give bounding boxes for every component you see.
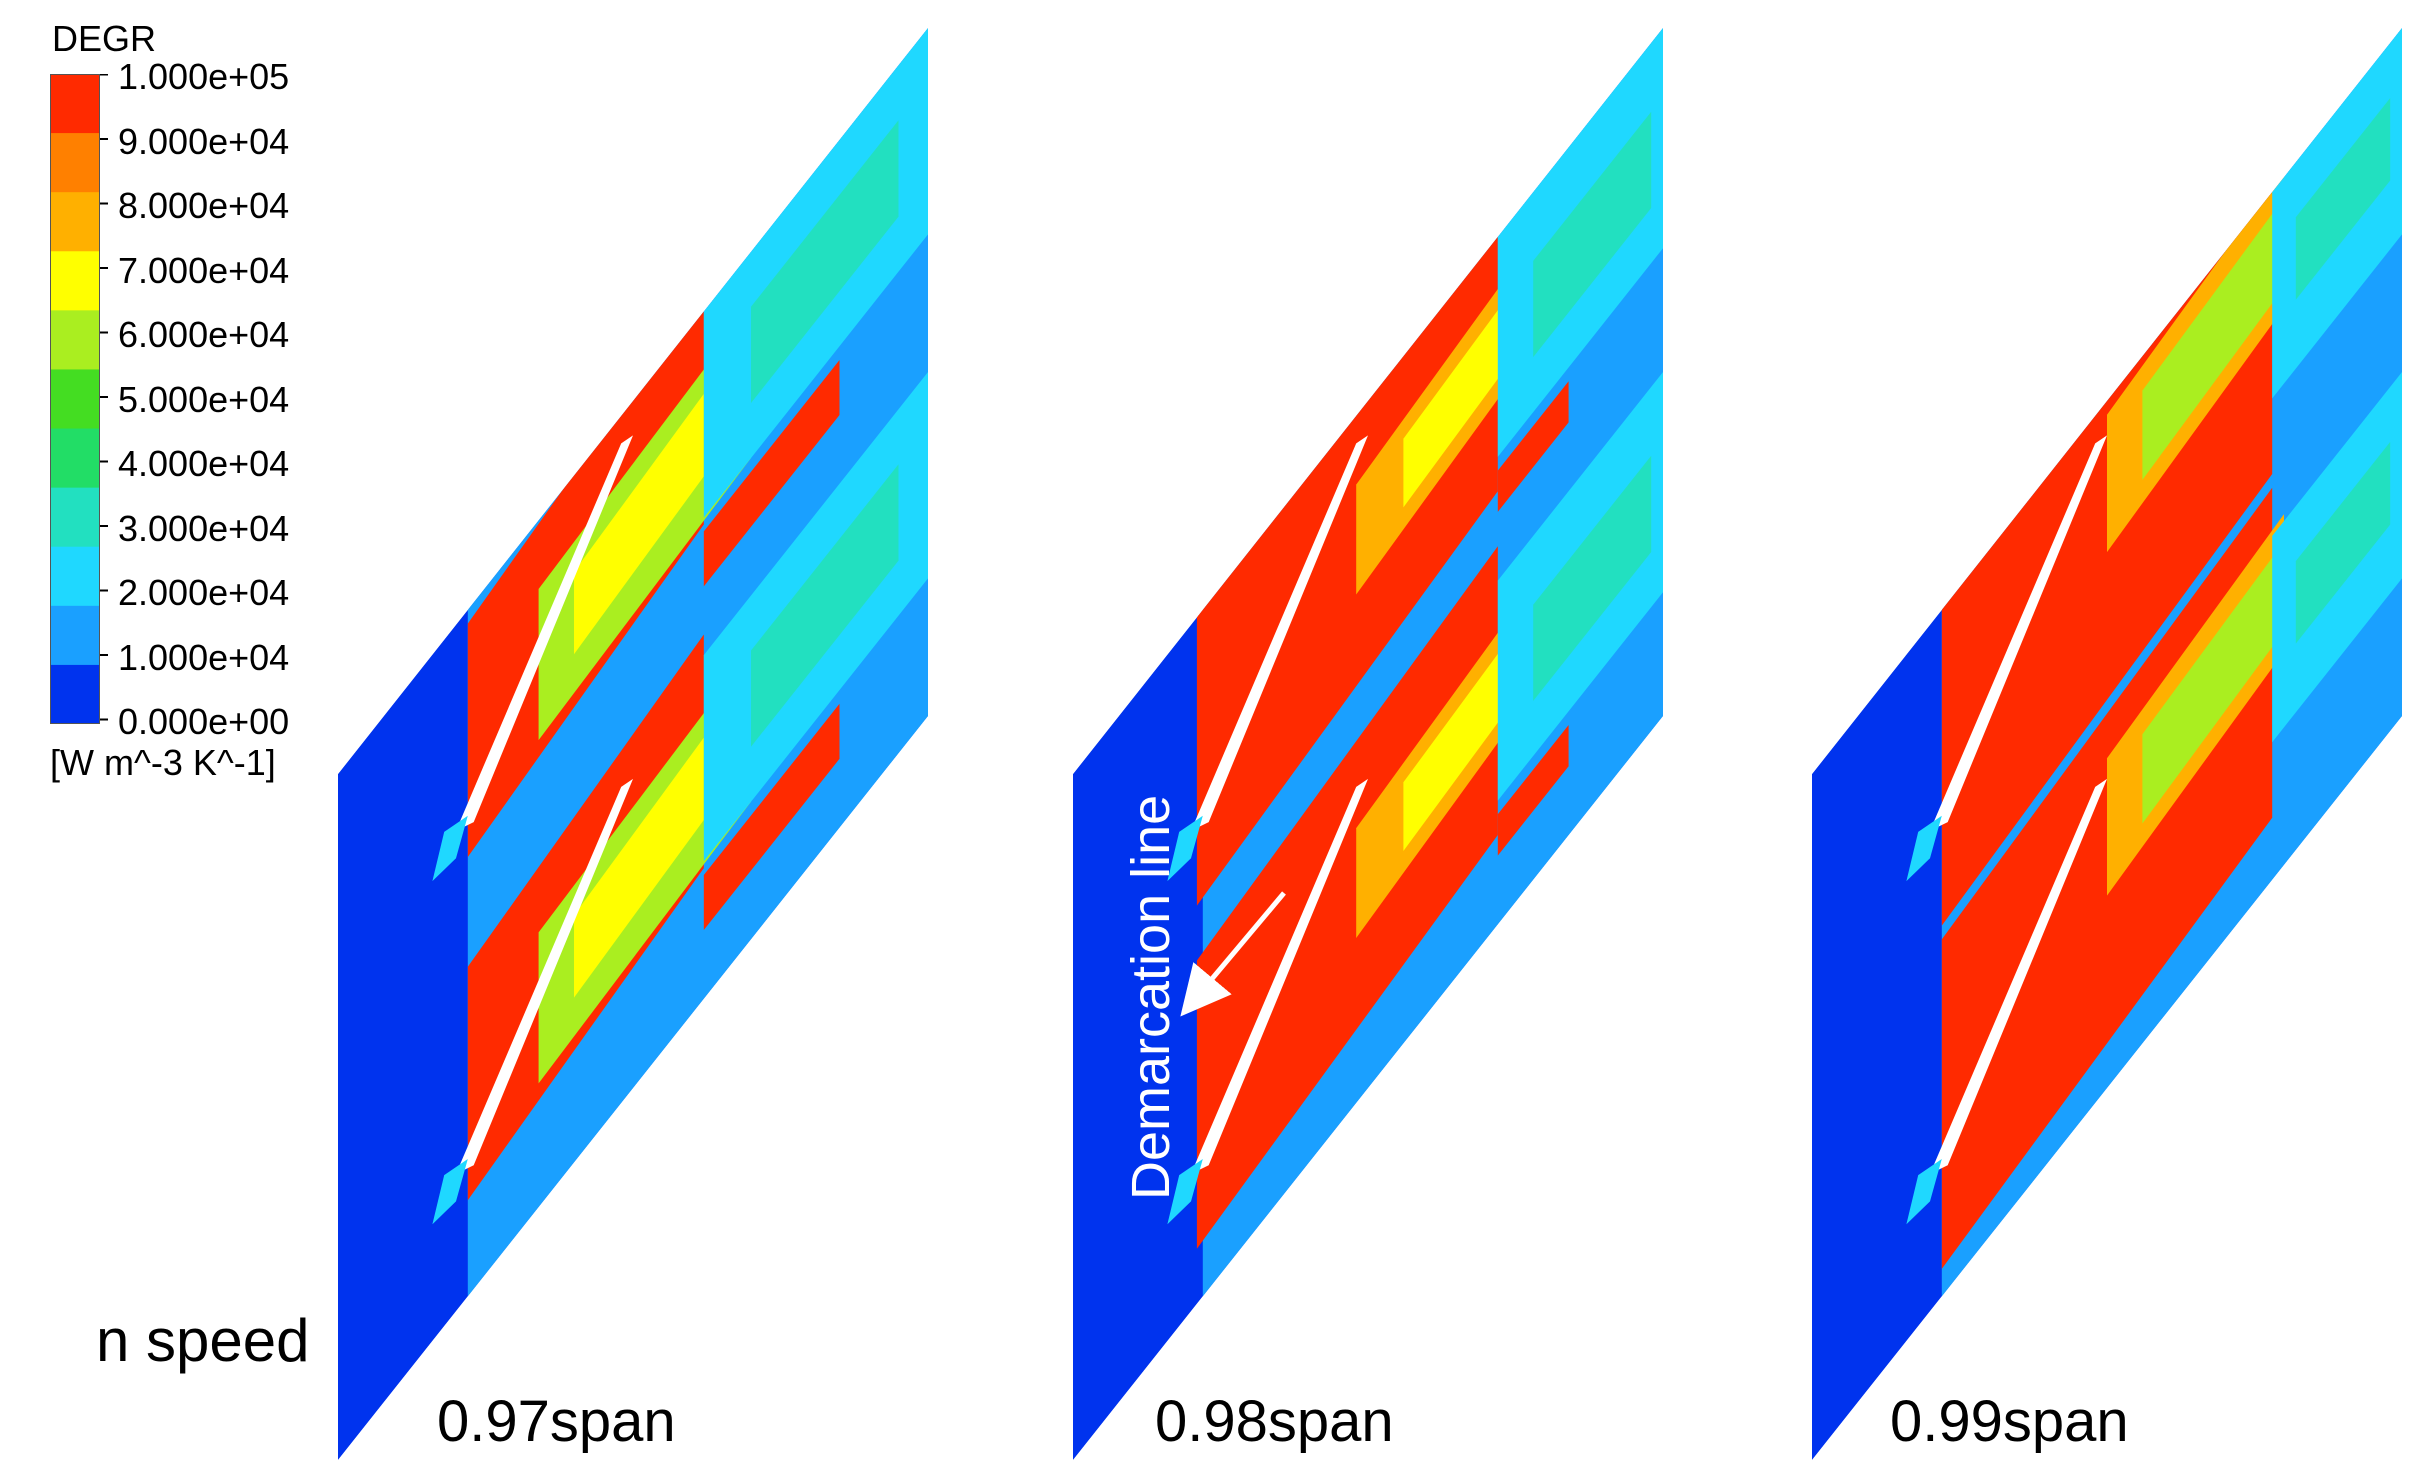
legend-tick-label: 1.000e+05 <box>118 56 290 97</box>
wake-region <box>2295 98 2391 300</box>
legend-swatch <box>50 546 100 607</box>
wake-region <box>2295 441 2391 644</box>
leading-edge-wisp <box>1906 815 1942 882</box>
leading-edge-wisp <box>1906 1159 1942 1225</box>
demarcation-annotation-text: Demarcation line <box>1121 794 1181 1200</box>
legend-swatch <box>50 605 100 666</box>
row-label: n speed <box>96 1307 310 1374</box>
legend-tick-label: 3.000e+04 <box>118 507 290 549</box>
wake-region <box>1533 455 1652 701</box>
legend-tick-label: 9.000e+04 <box>118 120 290 162</box>
wake-region <box>751 464 899 747</box>
panel-label-099: 0.99span <box>1890 1389 2129 1454</box>
legend-swatch <box>50 251 100 311</box>
leading-edge-wisp <box>432 815 468 882</box>
legend-colorbar <box>50 74 108 724</box>
wake-region <box>751 120 899 404</box>
high-region <box>1196 546 1498 1249</box>
panel-label-097: 0.97span <box>437 1389 676 1454</box>
wake-streak <box>703 703 840 930</box>
high-region <box>1196 202 1498 906</box>
legend-title: DEGR <box>52 18 157 59</box>
legend-swatch <box>50 133 100 193</box>
contour-panel-span-099 <box>1812 28 2402 1460</box>
legend-swatch <box>50 192 100 252</box>
legend-tick-label: 5.000e+04 <box>118 378 290 420</box>
legend-swatch <box>50 428 100 489</box>
legend-tick-label: 2.000e+04 <box>118 572 290 613</box>
contour-panel-span-097 <box>338 28 928 1460</box>
mid-region <box>2142 197 2284 480</box>
blade <box>1191 435 1368 831</box>
blade <box>1191 778 1368 1174</box>
wake-streak <box>1497 725 1569 856</box>
legend-swatch <box>50 310 100 370</box>
wake-region <box>1533 111 1652 358</box>
legend-tick-label: 7.000e+04 <box>118 249 290 291</box>
legend-tick-label: 8.000e+04 <box>118 185 290 226</box>
legend-swatch <box>50 664 100 724</box>
legend-swatch <box>50 487 100 548</box>
wake-streak <box>1497 381 1569 512</box>
leading-edge-wisp <box>1167 815 1203 882</box>
legend-swatch <box>50 369 100 430</box>
legend-tick-label: 0.000e+00 <box>118 701 290 742</box>
leading-edge-wisp <box>1167 1159 1203 1225</box>
panel-label-098: 0.98span <box>1155 1389 1394 1454</box>
blade <box>456 778 633 1174</box>
legend-swatch <box>50 74 100 134</box>
mid-region <box>574 393 704 655</box>
wake-streak <box>703 360 840 587</box>
blade <box>1930 778 2107 1174</box>
contour-panel-span-098 <box>1073 28 1663 1460</box>
legend-tick-label: 6.000e+04 <box>118 314 290 355</box>
blade <box>1930 435 2107 831</box>
legend-tick-label: 4.000e+04 <box>118 443 290 484</box>
legend-tick-label: 1.000e+04 <box>118 636 290 678</box>
legend-unit: [W m^-3 K^-1] <box>50 742 276 783</box>
mid-region <box>574 737 704 998</box>
blade <box>456 435 633 831</box>
mid-region <box>2142 541 2284 824</box>
demarcation-arrow <box>1180 891 1286 1017</box>
leading-edge-wisp <box>432 1159 468 1225</box>
